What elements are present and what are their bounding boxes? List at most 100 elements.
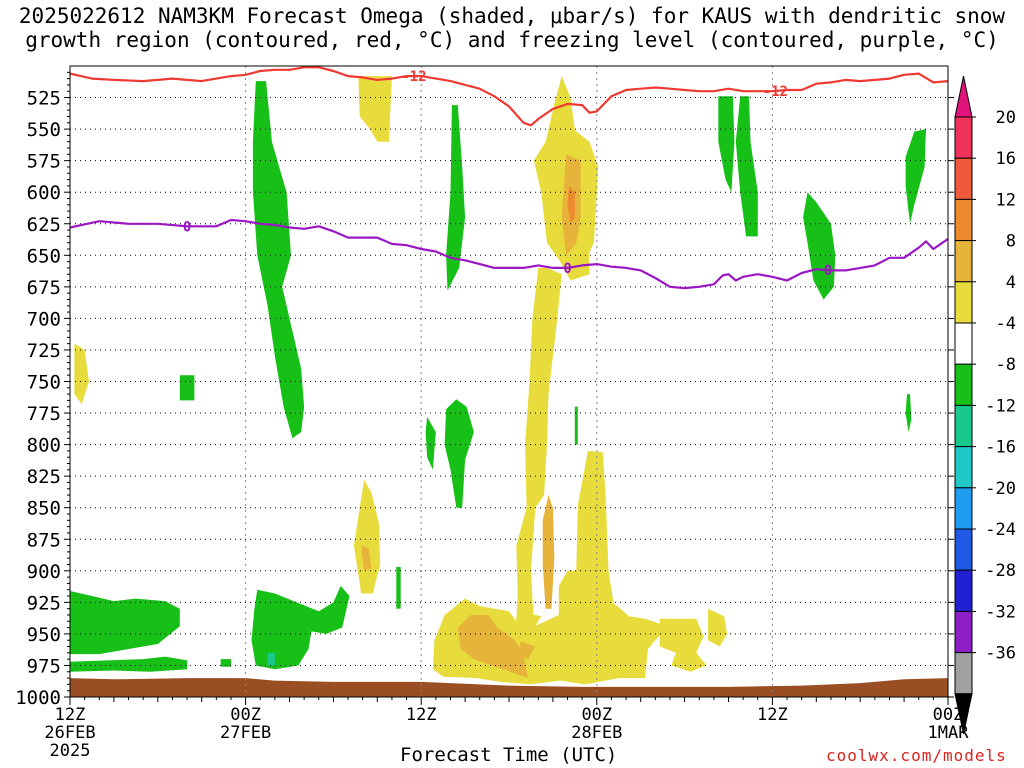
- colorbar-label: -28: [985, 561, 1016, 581]
- colorbar-label: -36: [985, 644, 1016, 664]
- colorbar-swatch: [954, 610, 973, 654]
- title-line-2: growth region (contoured, red, °C) and f…: [25, 28, 999, 52]
- omega-region: [425, 416, 436, 470]
- colorbar-swatch: [954, 528, 973, 571]
- colorbar-label: 4: [1006, 273, 1016, 293]
- temperature-contours: -12 -12 0 0 0: [70, 66, 948, 290]
- omega-region: [70, 591, 180, 655]
- x-tick-label: 28FEB: [571, 723, 622, 743]
- colorbar-swatch: [954, 569, 973, 612]
- contour-label: -12: [763, 84, 788, 100]
- omega-shading: [70, 76, 926, 685]
- colorbar-top-arrow: [954, 75, 973, 118]
- omega-region: [353, 479, 381, 594]
- x-axis-label: Forecast Time (UTC): [400, 744, 618, 766]
- contour-line: [70, 218, 948, 290]
- omega-region: [252, 81, 305, 439]
- title-line-1: 2025022612 NAM3KM Forecast Omega (shaded…: [18, 4, 1006, 28]
- credit-text: coolwx.com/models: [826, 746, 1007, 765]
- colorbar-label: 12: [996, 190, 1016, 210]
- colorbar-swatch: [954, 487, 973, 530]
- plot-frame: [69, 65, 949, 698]
- y-tick-label: 950: [27, 624, 61, 646]
- colorbar-label: -16: [985, 438, 1016, 458]
- omega-region: [267, 652, 275, 666]
- x-tick-label: 2025: [50, 741, 91, 761]
- y-tick-label: 550: [27, 119, 61, 141]
- colorbar-label: 20: [996, 108, 1016, 128]
- omega-region: [361, 545, 372, 571]
- y-tick-label: 575: [27, 151, 61, 173]
- y-tick-label: 1000: [15, 687, 61, 709]
- y-tick-label: 875: [27, 529, 61, 551]
- omega-region: [179, 375, 195, 401]
- y-tick-label: 825: [27, 466, 61, 488]
- x-tick-label: 1MAR: [928, 723, 970, 743]
- colorbar-swatch: [954, 240, 973, 283]
- colorbar-label: -24: [985, 520, 1016, 540]
- y-tick-label: 650: [27, 245, 61, 267]
- x-tick-label: 00Z: [581, 705, 612, 725]
- omega-region: [803, 192, 836, 300]
- omega-region: [905, 129, 926, 224]
- colorbar-swatch: [954, 322, 973, 365]
- x-tick-label: 00Z: [230, 705, 261, 725]
- colorbar-label: -12: [985, 396, 1016, 416]
- terrain-polygon: [70, 678, 948, 697]
- omega-region: [735, 96, 758, 237]
- x-tick-label: 12Z: [406, 705, 437, 725]
- y-tick-label: 525: [27, 88, 61, 110]
- colorbar-swatch: [954, 116, 973, 159]
- colorbar: 20 16 12 8 4 -4 -8 -12 -16 -20 -24 -28 -32 -36: [954, 75, 1016, 734]
- y-tick-label: 700: [27, 308, 61, 330]
- x-tick-label: 27FEB: [220, 723, 271, 743]
- colorbar-label: 16: [996, 149, 1016, 169]
- colorbar-swatch: [954, 446, 973, 489]
- contour-line: [70, 66, 948, 127]
- omega-region: [74, 343, 89, 405]
- omega-region: [708, 608, 727, 647]
- omega-region: [444, 399, 474, 508]
- colorbar-swatch: [954, 157, 973, 200]
- y-tick-label: 925: [27, 592, 61, 614]
- y-tick-label: 750: [27, 372, 61, 394]
- omega-region: [905, 394, 912, 432]
- omega-region: [457, 615, 528, 679]
- colorbar-label: -20: [985, 479, 1016, 499]
- omega-region: [574, 406, 578, 445]
- contour-label: 0: [824, 263, 832, 279]
- colorbar-swatch: [954, 652, 973, 695]
- colorbar-label: -32: [985, 602, 1016, 622]
- y-tick-label: 675: [27, 277, 61, 299]
- colorbar-bottom-arrow: [954, 693, 973, 734]
- y-tick-label: 775: [27, 403, 61, 425]
- omega-region: [542, 495, 555, 609]
- contour-label: 0: [563, 261, 571, 277]
- grid-lines: [70, 66, 948, 697]
- colorbar-swatch: [954, 198, 973, 242]
- colorbar-swatch: [954, 281, 973, 324]
- x-tick-label: 00Z: [933, 705, 964, 725]
- omega-region: [567, 185, 575, 224]
- chart-title: 2025022612 NAM3KM Forecast Omega (shaded…: [0, 4, 1024, 52]
- omega-region: [446, 105, 466, 291]
- omega-region: [70, 656, 188, 672]
- y-tick-label: 900: [27, 561, 61, 583]
- y-tick-label: 975: [27, 655, 61, 677]
- omega-region: [659, 618, 707, 672]
- colorbar-label: -8: [996, 355, 1016, 375]
- terrain-fill: [70, 678, 948, 697]
- omega-region: [514, 267, 562, 660]
- colorbar-swatch: [954, 363, 973, 406]
- omega-region: [517, 641, 536, 660]
- y-tick-label: 600: [27, 182, 61, 204]
- contour-label: -12: [401, 69, 426, 85]
- contour-label: 0: [183, 219, 191, 235]
- y-tick-label: 725: [27, 340, 61, 362]
- omega-region: [251, 585, 350, 670]
- y-tick-label: 625: [27, 214, 61, 236]
- omega-region: [569, 450, 618, 672]
- omega-region: [396, 567, 401, 609]
- colorbar-label: 8: [1006, 232, 1016, 252]
